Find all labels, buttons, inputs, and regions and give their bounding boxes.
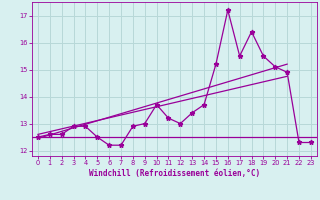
X-axis label: Windchill (Refroidissement éolien,°C): Windchill (Refroidissement éolien,°C) — [89, 169, 260, 178]
